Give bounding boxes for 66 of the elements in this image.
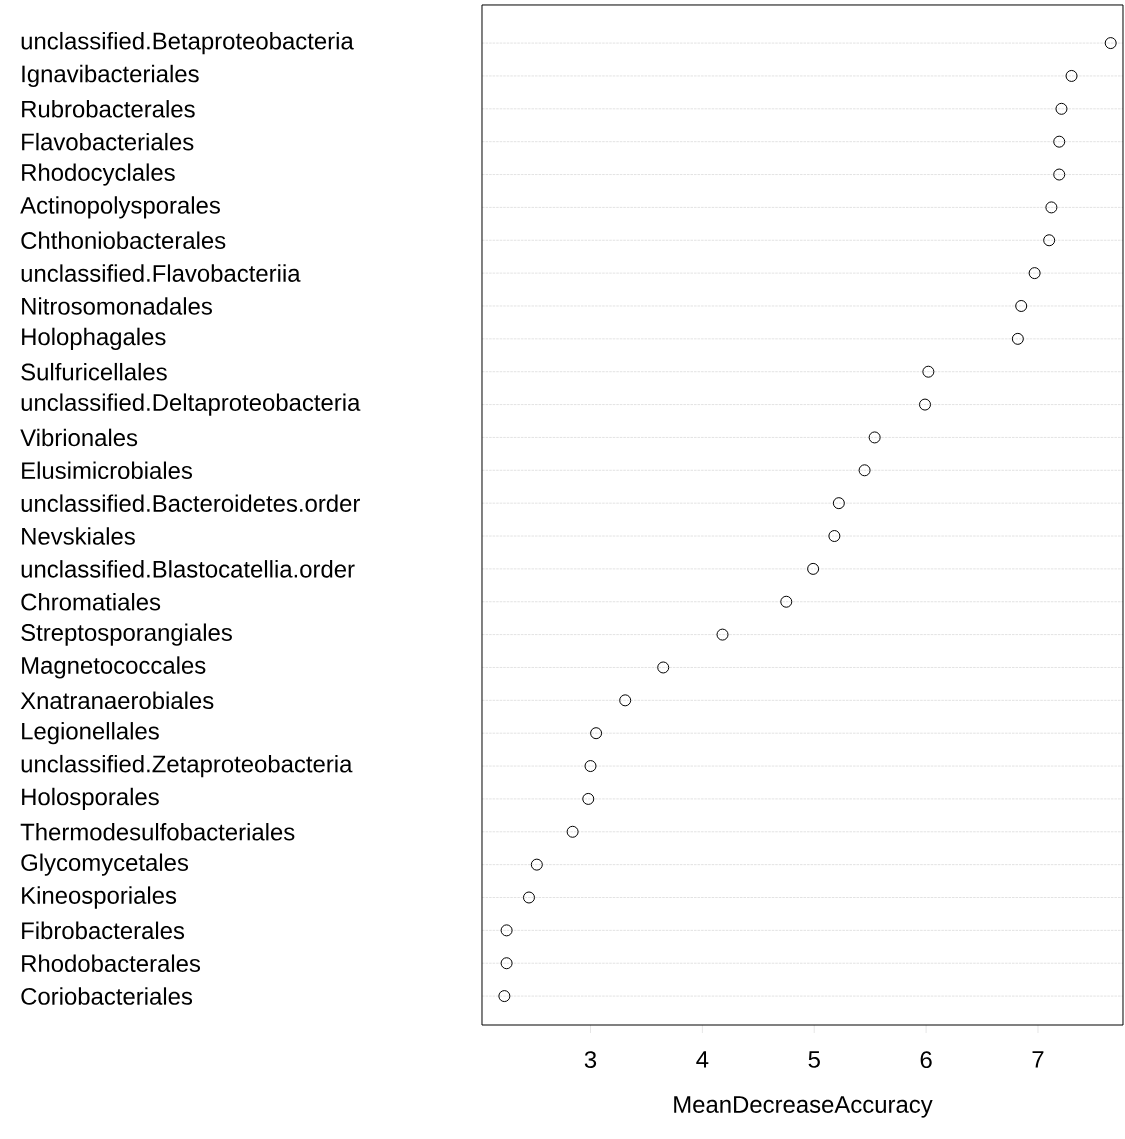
y-tick-label: Rhodobacterales xyxy=(22,954,201,973)
point xyxy=(500,957,513,970)
point xyxy=(922,365,935,378)
point xyxy=(619,694,632,707)
y-tick-label: Thermodesulfobacteriales xyxy=(20,823,295,841)
point xyxy=(584,760,597,773)
y-tick-label: unclassified.Blastocatellia.order xyxy=(21,560,355,578)
point xyxy=(522,891,535,904)
point xyxy=(716,628,729,641)
point xyxy=(1104,37,1117,50)
point xyxy=(1028,267,1041,280)
point xyxy=(828,530,841,543)
point xyxy=(1015,299,1028,312)
point xyxy=(657,661,670,674)
point xyxy=(1045,201,1058,214)
y-tick-label: Xnatranaerobiales xyxy=(20,691,214,710)
y-tick-label: unclassified.Flavobacteriia xyxy=(21,264,301,282)
point xyxy=(500,924,513,937)
point xyxy=(1043,234,1056,247)
y-tick-label: Holosporales xyxy=(22,787,159,811)
point xyxy=(919,398,931,411)
x-tick-label: 4 xyxy=(696,1051,709,1068)
y-tick-label: Chromatiales xyxy=(21,592,161,611)
y-tick-label: Nitrosomonadales xyxy=(22,297,212,315)
y-tick-label: Rhodocyclales xyxy=(22,163,175,186)
y-tick-label: Holophagales xyxy=(22,327,166,350)
point xyxy=(807,562,820,575)
y-tick-label: Flavobacteriales xyxy=(22,132,194,151)
y-tick-label: Fibrobacterales xyxy=(22,921,185,940)
point xyxy=(858,464,871,477)
y-tick-label: Rubrobacterales xyxy=(22,100,195,118)
y-tick-label: Magnetococcales xyxy=(22,656,206,679)
x-tick-label: 5 xyxy=(808,1051,820,1068)
y-tick-label: Vibrionales xyxy=(20,428,138,447)
y-tick-label: unclassified.Betaproteobacteria xyxy=(21,31,354,55)
x-tick-label: 6 xyxy=(920,1051,932,1069)
y-tick-label: Actinopolysporales xyxy=(20,196,220,219)
y-tick-label: Nevskiales xyxy=(22,527,135,545)
point xyxy=(1011,332,1024,345)
x-tick-label: 7 xyxy=(1032,1051,1044,1068)
point xyxy=(780,595,793,608)
point xyxy=(1065,69,1078,82)
y-tick-label: Sulfuricellales xyxy=(21,362,167,381)
y-tick-label: Ignavibacteriales xyxy=(22,64,199,88)
point xyxy=(498,990,511,1003)
y-tick-label: Coriobacteriales xyxy=(21,987,193,1005)
y-tick-label: unclassified.Bacteroidetes.order xyxy=(21,494,360,512)
y-tick-label: Glycomycetales xyxy=(21,853,189,876)
x-tick-label: 3 xyxy=(584,1051,597,1069)
point xyxy=(566,825,579,838)
y-tick-label: Legionellales xyxy=(22,722,159,745)
point xyxy=(582,792,595,805)
point xyxy=(832,497,845,510)
y-tick-label: Elusimicrobiales xyxy=(22,461,192,480)
x-axis-title: MeanDecreaseAccuracy xyxy=(674,1096,933,1118)
y-tick-label: unclassified.Zetaproteobacteria xyxy=(21,754,353,778)
point xyxy=(530,858,543,871)
y-tick-label: unclassified.Deltaproteobacteria xyxy=(21,393,361,416)
y-tick-label: Streptosporangiales xyxy=(21,623,232,646)
point xyxy=(590,727,603,740)
y-tick-label: Chthoniobacterales xyxy=(21,231,226,250)
y-tick-label: Kineosporiales xyxy=(22,886,177,909)
point xyxy=(1053,168,1066,181)
point xyxy=(1055,102,1068,115)
point xyxy=(868,431,881,444)
point xyxy=(1053,135,1066,148)
